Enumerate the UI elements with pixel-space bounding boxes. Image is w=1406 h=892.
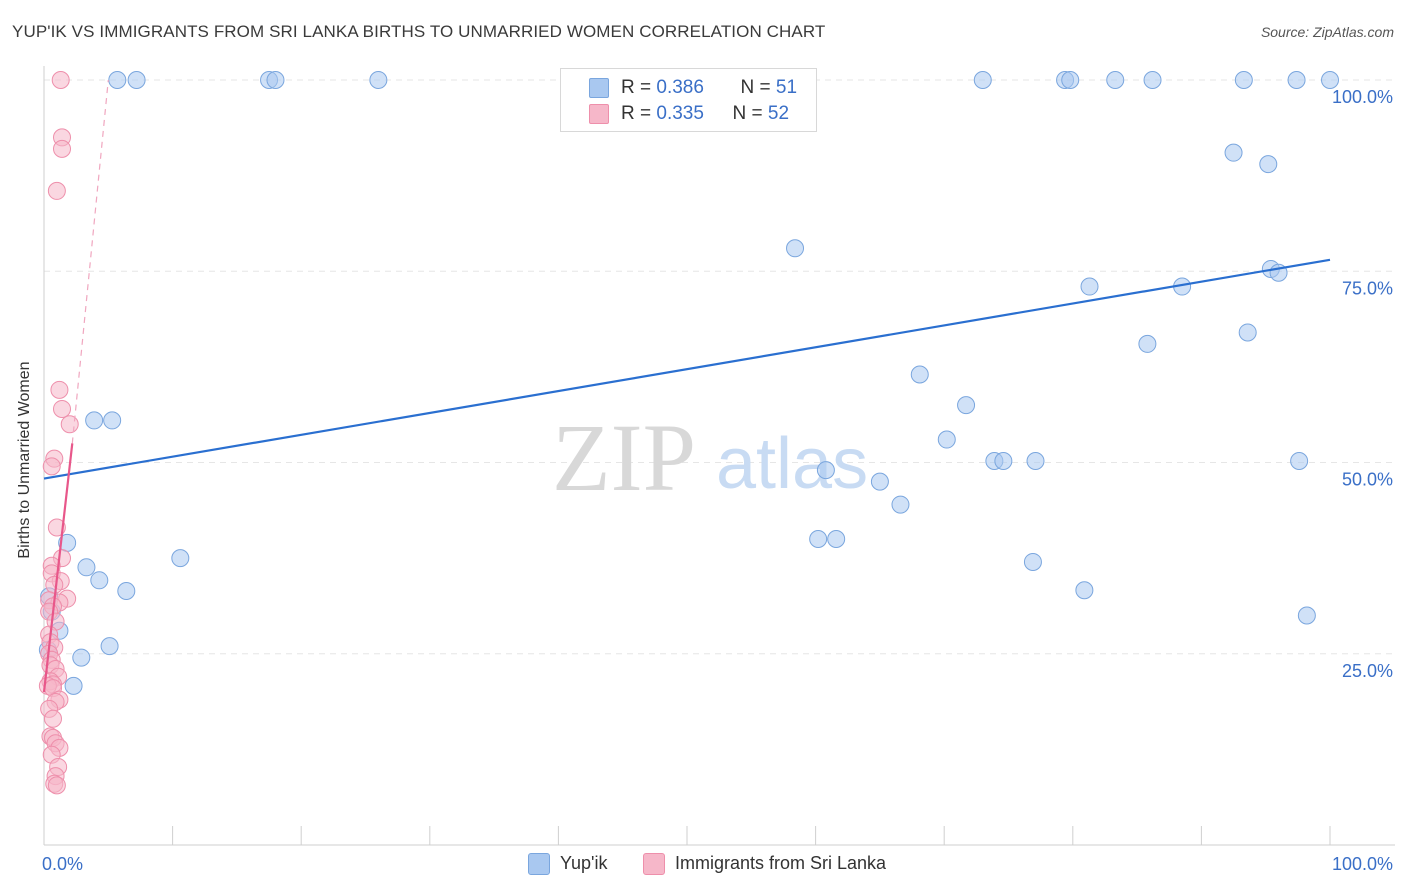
yupik-point bbox=[1321, 71, 1339, 89]
watermark-atlas: atlas bbox=[716, 424, 868, 504]
chart-title: YUP'IK VS IMMIGRANTS FROM SRI LANKA BIRT… bbox=[12, 22, 826, 41]
y-tick-label: 50.0% bbox=[1342, 470, 1393, 490]
yupik-point bbox=[827, 530, 846, 548]
yupik-point bbox=[1234, 71, 1253, 89]
watermark: ZIP atlas bbox=[552, 404, 868, 511]
yupik-point bbox=[891, 495, 910, 514]
yupik-point bbox=[1143, 71, 1162, 89]
sri-lanka-point bbox=[47, 776, 66, 795]
yupik-point bbox=[77, 558, 96, 577]
yupik-point bbox=[910, 365, 929, 384]
sri-lanka-point bbox=[50, 380, 69, 399]
y-axis-label-wrap: Births to Unmarried Women bbox=[16, 240, 40, 680]
sri-lanka-point bbox=[53, 399, 72, 418]
legend-stats-sri-lanka: R = 0.335 N = 52 bbox=[621, 103, 790, 124]
yupik-point bbox=[1238, 323, 1257, 342]
yupik-point bbox=[171, 549, 190, 568]
bottom-legend-swatch-sri-lanka bbox=[643, 853, 665, 875]
yupik-point bbox=[809, 530, 828, 548]
yupik-point bbox=[1080, 277, 1099, 296]
trend-line-0 bbox=[43, 258, 1331, 480]
bottom-legend-swatch-yupik bbox=[528, 853, 550, 875]
yupik-point bbox=[1224, 143, 1243, 162]
sri-lanka-point bbox=[42, 457, 61, 476]
grid-layer bbox=[44, 79, 1395, 655]
yupik-point bbox=[870, 472, 889, 491]
legend-swatch-yupik bbox=[589, 78, 609, 98]
yupik-point bbox=[103, 411, 122, 430]
yupik-point bbox=[1106, 71, 1125, 89]
yupik-point bbox=[937, 430, 956, 449]
yupik-point bbox=[1259, 155, 1278, 174]
y-tick-label: 75.0% bbox=[1342, 278, 1393, 298]
yupik-point bbox=[108, 71, 127, 89]
yupik-point bbox=[994, 451, 1013, 470]
yupik-point bbox=[1075, 581, 1094, 600]
sri-lanka-point bbox=[53, 139, 72, 158]
bottom-legend-label-sri-lanka: Immigrants from Sri Lanka bbox=[675, 853, 887, 873]
sri-lanka-point bbox=[47, 181, 66, 200]
legend-swatch-sri-lanka bbox=[589, 104, 609, 124]
trend-extension-1 bbox=[71, 79, 109, 444]
bottom-legend-label-yupik: Yup'ik bbox=[560, 853, 608, 873]
tick-label-layer: 25.0% 50.0% 75.0% 100.0% 0.0% 100.0% bbox=[42, 87, 1393, 874]
yupik-point bbox=[1026, 451, 1045, 470]
yupik-point bbox=[266, 71, 285, 89]
sri-lanka-point bbox=[60, 415, 79, 434]
yupik-point bbox=[957, 396, 976, 415]
yupik-point bbox=[1287, 71, 1306, 89]
sri-lanka-point bbox=[51, 71, 70, 89]
y-tick-label: 25.0% bbox=[1342, 661, 1393, 681]
yupik-point bbox=[85, 411, 104, 430]
yupik-point bbox=[117, 582, 136, 601]
x-tick-label: 100.0% bbox=[1332, 854, 1393, 874]
trend-layer bbox=[42, 79, 1331, 693]
correlation-legend: R = 0.386 N = 51 R = 0.335 N = 52 bbox=[560, 68, 817, 132]
axis-layer bbox=[43, 66, 1395, 846]
yupik-point bbox=[100, 637, 119, 656]
yupik-point bbox=[973, 71, 992, 89]
yupik-point bbox=[786, 239, 805, 258]
yupik-point bbox=[72, 648, 91, 667]
yupik-point bbox=[90, 571, 109, 590]
x-tick-label: 0.0% bbox=[42, 854, 83, 874]
yupik-point bbox=[1061, 71, 1080, 89]
watermark-zip: ZIP bbox=[552, 404, 696, 511]
sri-lanka-point bbox=[45, 575, 64, 594]
yupik-point bbox=[1297, 606, 1316, 625]
yupik-point bbox=[369, 71, 388, 89]
sri-lanka-point bbox=[47, 518, 66, 537]
legend-stats-yupik: R = 0.386 N = 51 bbox=[621, 77, 798, 98]
yupik-point bbox=[816, 461, 835, 480]
sri-lanka-point bbox=[44, 709, 63, 728]
yupik-point bbox=[127, 71, 146, 89]
y-axis-label: Births to Unmarried Women bbox=[16, 361, 33, 559]
yupik-point bbox=[64, 676, 83, 695]
y-tick-label: 100.0% bbox=[1332, 87, 1393, 107]
trend-line-1 bbox=[42, 443, 74, 693]
yupik-point bbox=[1138, 334, 1157, 353]
yupik-point bbox=[1290, 451, 1309, 470]
source-credit: Source: ZipAtlas.com bbox=[1260, 24, 1394, 40]
yupik-point bbox=[1023, 552, 1042, 571]
